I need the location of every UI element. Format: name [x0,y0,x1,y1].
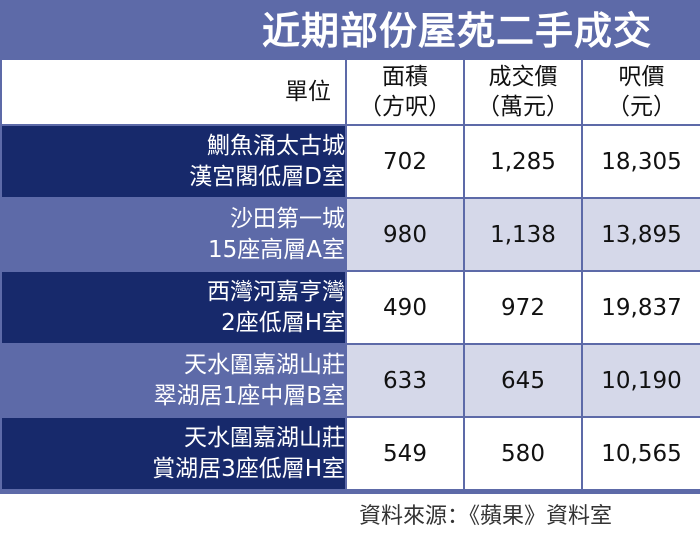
header-row: 單位 面積 （方呎） 成交價 （萬元） 呎價 （元） [0,58,700,126]
area-cell: 702 [345,124,465,199]
header-price-line2: （萬元） [477,94,569,120]
header-psf-line2: （元） [607,94,676,120]
table-row: 天水圍嘉湖山莊 翠湖居1座中層B室 633 645 10,190 [0,343,700,418]
price-cell: 1,285 [463,124,583,199]
price-cell: 645 [463,343,583,418]
header-area-line2: （方呎） [359,94,451,120]
table-row: 沙田第一城 15座高層A室 980 1,138 13,895 [0,197,700,272]
unit-cell: 沙田第一城 15座高層A室 [0,197,347,272]
area-cell: 549 [345,416,465,491]
unit-cell: 天水圍嘉湖山莊 賞湖居3座低層H室 [0,416,347,491]
unit-estate: 西灣河嘉亨灣 [207,278,345,305]
unit-cell: 天水圍嘉湖山莊 翠湖居1座中層B室 [0,343,347,418]
psf-cell: 19,837 [581,270,700,345]
unit-flat: 賞湖居3座低層H室 [152,455,345,482]
header-psf: 呎價 （元） [581,58,700,126]
psf-cell: 10,190 [581,343,700,418]
unit-flat: 翠湖居1座中層B室 [153,382,345,409]
price-cell: 1,138 [463,197,583,272]
transaction-table: 單位 面積 （方呎） 成交價 （萬元） 呎價 （元） 鰂魚涌太古城 漢宮閣低層D… [0,58,700,491]
price-cell: 580 [463,416,583,491]
area-cell: 490 [345,270,465,345]
psf-cell: 18,305 [581,124,700,199]
table-row: 天水圍嘉湖山莊 賞湖居3座低層H室 549 580 10,565 [0,416,700,491]
source-note: 資料來源：《蘋果》資料室 [0,492,700,542]
price-cell: 972 [463,270,583,345]
area-cell: 980 [345,197,465,272]
header-price: 成交價 （萬元） [463,58,583,126]
header-unit: 單位 [0,58,347,126]
psf-cell: 10,565 [581,416,700,491]
header-area-line1: 面積 [382,64,428,90]
header-price-line1: 成交價 [488,64,558,90]
unit-estate: 天水圍嘉湖山莊 [184,351,345,378]
header-psf-line1: 呎價 [618,64,665,90]
unit-estate: 鰂魚涌太古城 [207,132,345,159]
header-area: 面積 （方呎） [345,58,465,126]
unit-estate: 天水圍嘉湖山莊 [184,424,345,451]
table-row: 鰂魚涌太古城 漢宮閣低層D室 702 1,285 18,305 [0,124,700,199]
unit-flat: 15座高層A室 [207,236,345,263]
table-row: 西灣河嘉亨灣 2座低層H室 490 972 19,837 [0,270,700,345]
unit-flat: 漢宮閣低層D室 [189,163,345,190]
psf-cell: 13,895 [581,197,700,272]
unit-cell: 鰂魚涌太古城 漢宮閣低層D室 [0,124,347,199]
unit-estate: 沙田第一城 [230,205,345,232]
unit-flat: 2座低層H室 [221,309,345,336]
table-title: 近期部份屋苑二手成交 [261,9,652,53]
unit-cell: 西灣河嘉亨灣 2座低層H室 [0,270,347,345]
area-cell: 633 [345,343,465,418]
